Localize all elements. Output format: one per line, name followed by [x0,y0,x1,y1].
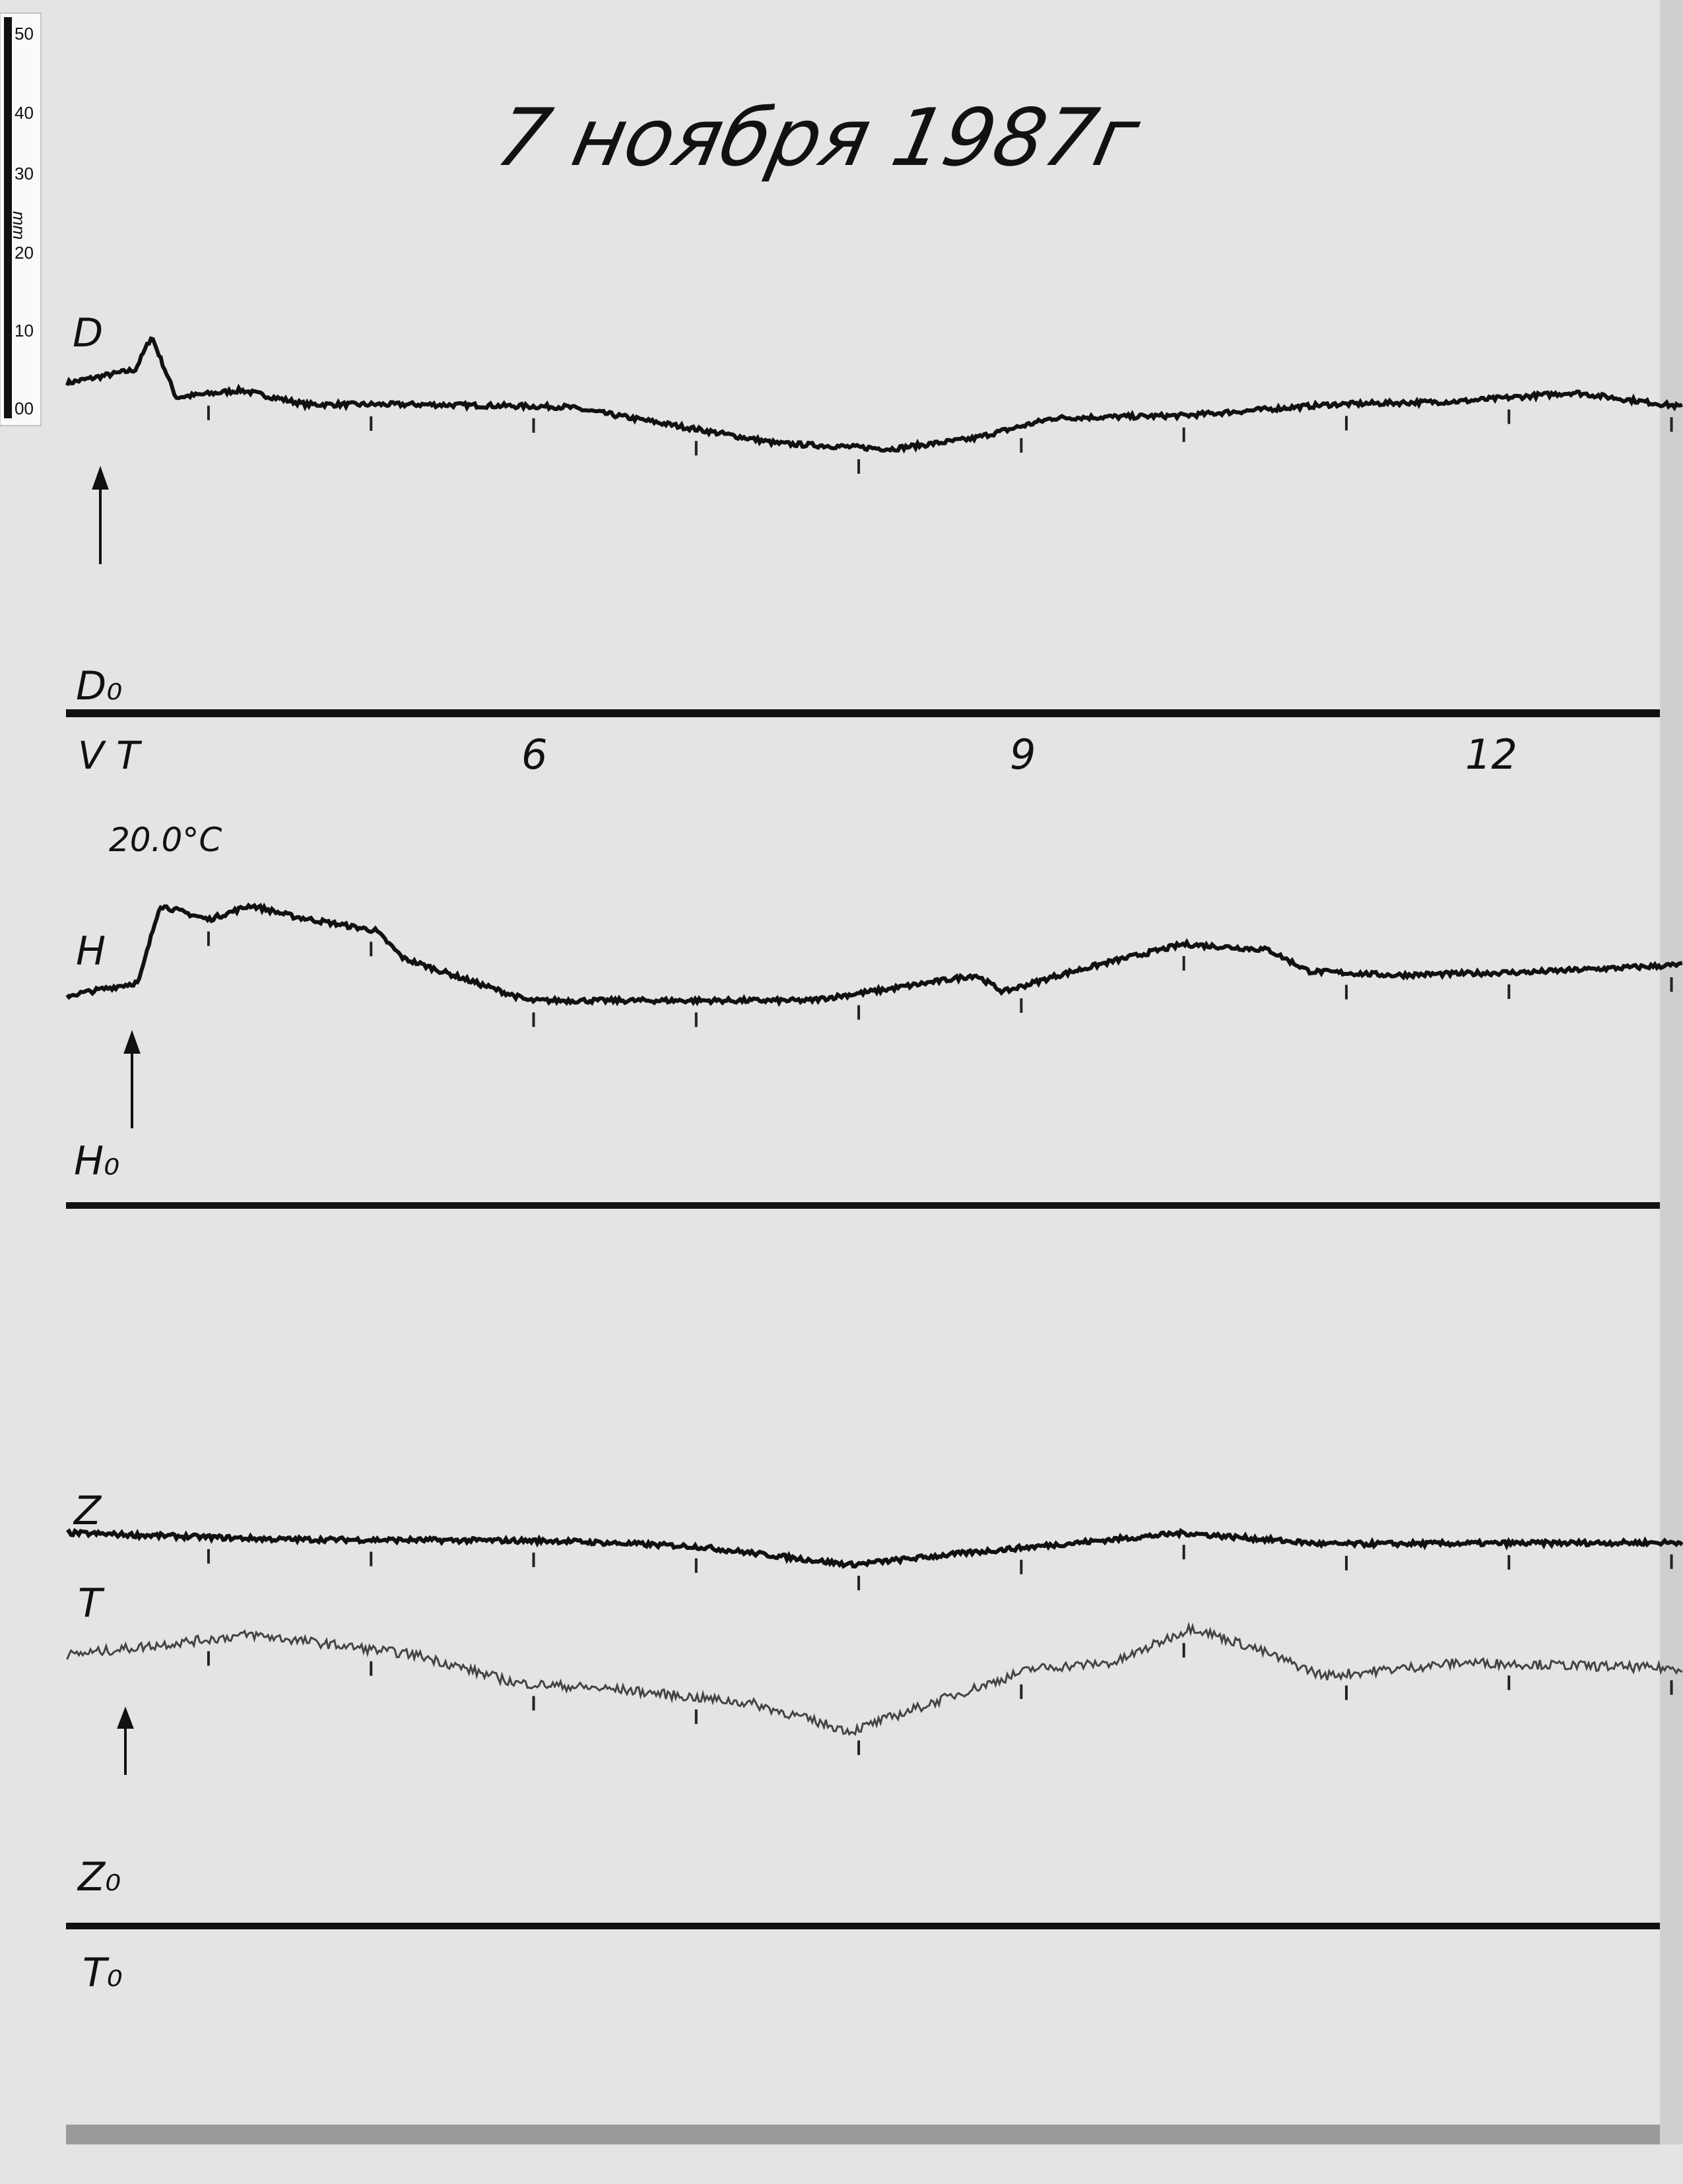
baseline-D0 [66,709,1683,717]
label-H: H [76,928,106,975]
trace-D [65,336,1683,454]
x-tick-label-12: 12 [1465,730,1517,779]
baseline-H0 [66,1202,1683,1209]
x-tick-label-6: 6 [521,730,547,779]
sheet-right-edge [1660,0,1683,2144]
chart-title: 7 ноября 1987г [489,91,1148,183]
traces [65,336,1683,1755]
label-T: T [78,1580,105,1626]
arrow-up-icon-H [123,1030,141,1128]
label-T0: T₀ [82,1950,123,1996]
trace-H [65,902,1683,1008]
ruler-unit: mm [9,211,29,240]
baseline-Z0-T0 [66,1923,1683,1929]
start-marker-label: V T [78,733,143,778]
ruler-tick-30: 30 [15,164,34,183]
ruler-tick-20: 20 [15,243,34,263]
arrow-up-icon-D [92,466,109,564]
ruler-tick-10: 10 [15,321,34,340]
temperature-annotation: 20.0°C [109,821,222,859]
ruler-tick-40: 40 [15,103,34,123]
sheet-bottom-edge [66,2125,1683,2144]
label-Z: Z [73,1488,102,1534]
ruler-tick-00: 00 [15,399,34,418]
trace-Z [65,1527,1683,1569]
ruler-bar [4,17,12,418]
mm-ruler: 50 40 30 mm 20 10 00 [0,13,42,426]
label-D0: D₀ [76,663,122,709]
x-tick-label-9: 9 [1010,730,1036,779]
label-H0: H₀ [74,1138,119,1184]
arrows [92,466,141,1775]
label-D: D [73,310,103,356]
trace-T [66,1621,1683,1737]
label-Z0: Z₀ [77,1854,121,1900]
ruler-tick-50: 50 [15,24,34,44]
arrow-up-icon-Z [117,1706,134,1775]
